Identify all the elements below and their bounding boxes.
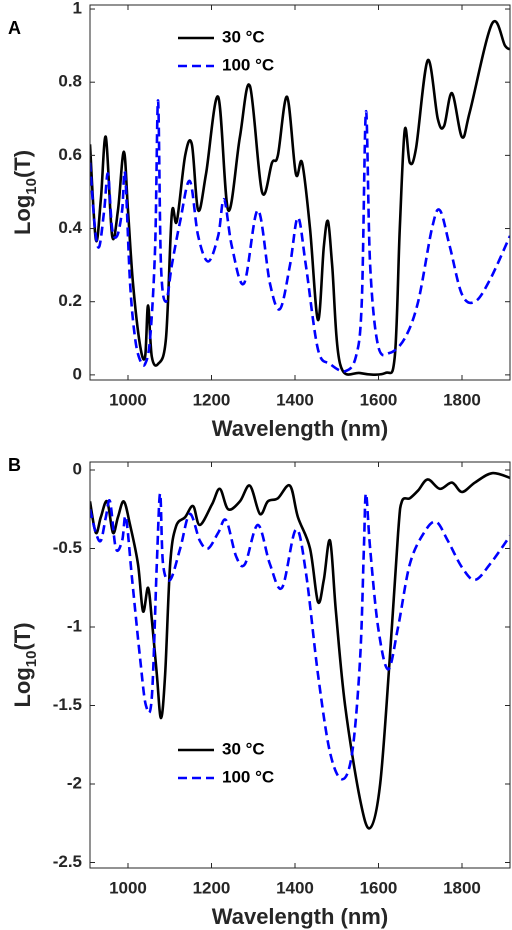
- y-tick-label: -1.5: [53, 695, 82, 714]
- axes-box: [89, 461, 511, 869]
- y-axis-label-part: 10: [23, 651, 40, 668]
- x-axis-label: Wavelength (nm): [212, 904, 388, 929]
- y-tick-label: 0: [73, 364, 82, 383]
- y-tick-label: 0.8: [58, 72, 82, 91]
- x-tick-label: 1800: [443, 390, 481, 409]
- y-tick-label: -1: [67, 616, 82, 635]
- panel-label: B: [8, 455, 21, 475]
- y-tick-label: 1: [73, 0, 82, 18]
- y-axis-label-part: (T): [10, 150, 35, 178]
- y-tick-label: -2: [67, 773, 82, 792]
- y-axis-label-part: 10: [23, 178, 40, 195]
- series-line: [90, 99, 510, 373]
- x-tick-label: 1200: [193, 878, 231, 897]
- x-tick-label: 1200: [193, 390, 231, 409]
- x-tick-label: 1400: [276, 390, 314, 409]
- y-tick-label: 0: [73, 459, 82, 478]
- y-axis-label-part: (T): [10, 622, 35, 650]
- x-tick-label: 1000: [109, 878, 147, 897]
- y-axis-label-part: Log: [10, 195, 35, 235]
- legend-label: 100 °C: [222, 767, 274, 786]
- y-tick-label: 0.6: [58, 145, 82, 164]
- y-tick-label: -2.5: [53, 852, 82, 871]
- panel-label: A: [8, 18, 21, 38]
- legend-label: 100 °C: [222, 55, 274, 74]
- x-tick-label: 1600: [360, 878, 398, 897]
- y-tick-label: -0.5: [53, 538, 82, 557]
- series-line: [90, 471, 510, 830]
- y-axis-label: Log10(T): [10, 622, 41, 707]
- x-tick-label: 1000: [109, 390, 147, 409]
- legend-label: 30 °C: [222, 739, 265, 758]
- legend-label: 30 °C: [222, 27, 265, 46]
- y-tick-label: 0.4: [58, 218, 82, 237]
- series-line: [90, 492, 510, 781]
- x-tick-label: 1800: [443, 878, 481, 897]
- x-axis-label: Wavelength (nm): [212, 416, 388, 441]
- axes-box: [89, 4, 511, 381]
- y-tick-label: 0.2: [58, 291, 82, 310]
- x-tick-label: 1400: [276, 878, 314, 897]
- series-line: [90, 19, 510, 376]
- y-axis-label-part: Log: [10, 667, 35, 707]
- x-tick-label: 1600: [360, 390, 398, 409]
- y-axis-label: Log10(T): [10, 150, 41, 235]
